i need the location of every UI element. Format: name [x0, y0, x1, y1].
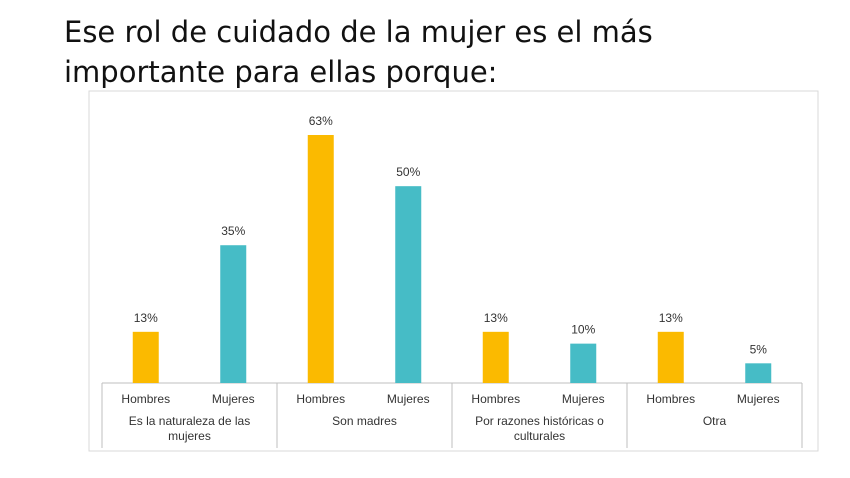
category-tick-label: Mujeres — [737, 392, 780, 406]
group-label: Por razones históricas o — [475, 414, 604, 428]
bar-mujeres — [395, 186, 422, 383]
bar-hombres — [482, 331, 509, 383]
group-label: culturales — [514, 429, 565, 443]
category-tick-label: Hombres — [121, 392, 170, 406]
slide-title: Ese rol de cuidado de la mujer es el más… — [64, 12, 824, 92]
bar-hombres — [132, 331, 159, 383]
data-label: 50% — [396, 165, 420, 179]
bar-hombres — [307, 135, 334, 383]
category-tick-label: Hombres — [646, 392, 695, 406]
data-label: 5% — [750, 342, 768, 356]
category-tick-label: Hombres — [296, 392, 345, 406]
data-label: 13% — [134, 311, 158, 325]
data-label: 10% — [571, 323, 595, 337]
bar-mujeres — [570, 343, 597, 383]
title-line-2: importante para ellas porque: — [64, 55, 498, 89]
category-tick-label: Mujeres — [387, 392, 430, 406]
data-label: 13% — [659, 311, 683, 325]
group-label: mujeres — [168, 429, 211, 443]
data-label: 35% — [221, 224, 245, 238]
bar-mujeres — [220, 245, 247, 383]
group-label: Otra — [703, 414, 727, 428]
group-label: Es la naturaleza de las — [129, 414, 250, 428]
category-tick-label: Mujeres — [212, 392, 255, 406]
category-tick-label: Hombres — [471, 392, 520, 406]
bar-mujeres — [745, 363, 772, 383]
chart-frame — [88, 90, 819, 452]
bar-hombres — [657, 331, 684, 383]
group-label: Son madres — [332, 414, 397, 428]
data-label: 13% — [484, 311, 508, 325]
title-line-1: Ese rol de cuidado de la mujer es el más — [64, 15, 653, 49]
data-label: 63% — [309, 114, 333, 128]
category-tick-label: Mujeres — [562, 392, 605, 406]
